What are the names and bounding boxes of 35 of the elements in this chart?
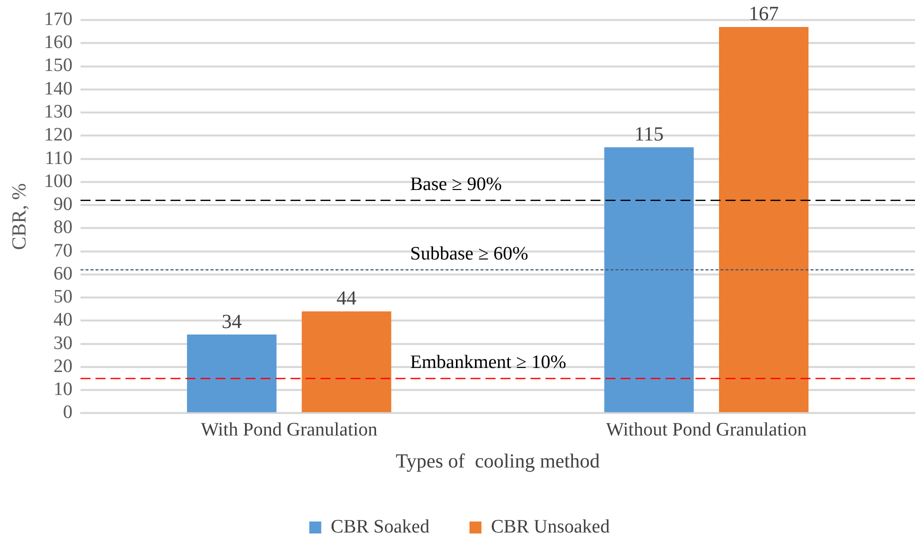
bar bbox=[604, 147, 694, 412]
data-label: 167 bbox=[748, 3, 779, 26]
y-tick-label: 170 bbox=[44, 8, 72, 30]
x-axis-title: Types of cooling method bbox=[396, 450, 600, 472]
y-tick-label: 60 bbox=[54, 263, 72, 284]
y-tick-label: 70 bbox=[54, 240, 72, 262]
y-tick-label: 120 bbox=[44, 124, 72, 146]
data-label: 115 bbox=[634, 123, 664, 146]
bar bbox=[302, 311, 392, 412]
y-tick-label: 110 bbox=[44, 148, 72, 169]
data-label: 34 bbox=[222, 310, 242, 333]
bar bbox=[187, 334, 277, 412]
ref-line-label: Embankment ≥ 10% bbox=[410, 352, 566, 373]
x-tick-label: With Pond Granulation bbox=[200, 420, 378, 441]
y-tick-label: 140 bbox=[44, 78, 72, 100]
ref-line-label: Base ≥ 90% bbox=[410, 174, 502, 195]
legend-label: CBR Soaked bbox=[330, 516, 430, 538]
bar bbox=[718, 26, 808, 412]
legend-label: CBR Unsoaked bbox=[490, 516, 610, 538]
y-tick-label: 150 bbox=[44, 55, 72, 76]
data-label: 44 bbox=[336, 288, 356, 310]
ref-line-label: Subbase ≥ 60% bbox=[410, 243, 528, 264]
y-tick-label: 160 bbox=[44, 32, 72, 54]
y-tick-label: 40 bbox=[54, 310, 72, 331]
y-tick-label: 90 bbox=[54, 194, 72, 216]
y-tick-label: 50 bbox=[54, 286, 72, 308]
y-tick-label: 130 bbox=[44, 102, 72, 122]
y-tick-label: 20 bbox=[54, 356, 72, 377]
y-tick-label: 100 bbox=[44, 170, 72, 192]
y-tick-label: 10 bbox=[54, 379, 72, 400]
y-tick-label: 30 bbox=[54, 332, 72, 354]
y-axis-title: CBR, % bbox=[8, 183, 30, 250]
x-tick-label: Without Pond Granulation bbox=[606, 420, 808, 441]
y-tick-label: 0 bbox=[63, 402, 72, 424]
y-tick-label: 80 bbox=[54, 217, 72, 238]
